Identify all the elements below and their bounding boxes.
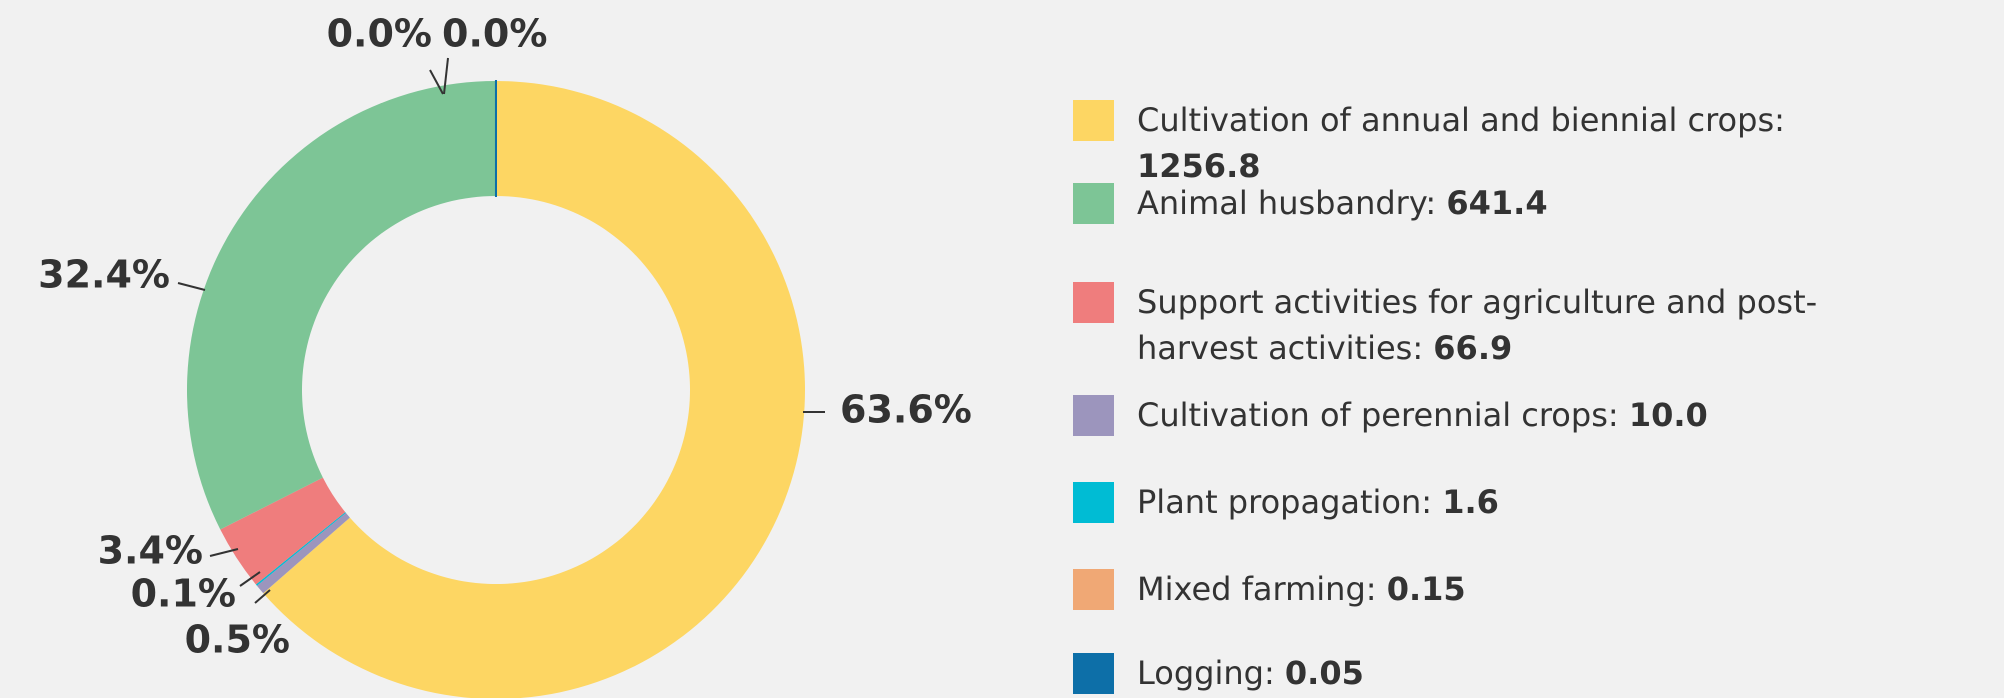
legend-item: Plant propagation: 1.6 bbox=[1073, 482, 1917, 525]
legend-value: 10.0 bbox=[1628, 396, 1708, 434]
donut-slice bbox=[256, 512, 350, 594]
percent-label: 63.6% bbox=[840, 388, 972, 432]
percent-label: 3.4% bbox=[98, 529, 203, 573]
legend-swatch bbox=[1073, 100, 1114, 141]
legend-item: Cultivation of perennial crops: 10.0 bbox=[1073, 395, 1917, 438]
donut-slice bbox=[263, 81, 805, 698]
legend-item: Support activities for agriculture and p… bbox=[1073, 282, 1917, 371]
legend-swatch bbox=[1073, 653, 1114, 694]
legend-label: Logging: bbox=[1137, 654, 1275, 692]
donut-slice bbox=[220, 477, 346, 585]
donut-slice bbox=[255, 512, 346, 586]
legend-item: Logging: 0.05 bbox=[1073, 653, 1917, 696]
legend-text: Cultivation of annual and biennial crops… bbox=[1137, 97, 1917, 189]
leader-line bbox=[177, 282, 206, 291]
legend-swatch bbox=[1073, 183, 1114, 224]
leader-line bbox=[254, 589, 271, 604]
legend-value: 0.15 bbox=[1386, 570, 1466, 608]
legend-value: 0.05 bbox=[1284, 654, 1364, 692]
leader-line bbox=[429, 69, 444, 95]
legend-text: Logging: 0.05 bbox=[1137, 650, 1917, 696]
percent-label: 32.4% bbox=[38, 253, 170, 297]
legend-label: Support activities for agriculture and p… bbox=[1137, 283, 1818, 367]
legend-swatch bbox=[1073, 282, 1114, 323]
donut-slice bbox=[186, 81, 496, 530]
percent-label: 0.0% bbox=[442, 12, 547, 56]
legend-text: Support activities for agriculture and p… bbox=[1137, 279, 1917, 371]
legend-value: 641.4 bbox=[1446, 184, 1548, 222]
percent-label: 0.1% bbox=[131, 572, 236, 616]
percent-label: 0.5% bbox=[185, 618, 290, 662]
legend-swatch bbox=[1073, 569, 1114, 610]
leader-line bbox=[239, 571, 261, 587]
legend-value: 1256.8 bbox=[1137, 147, 1261, 185]
legend-value: 66.9 bbox=[1433, 329, 1513, 367]
legend-label: Mixed farming: bbox=[1137, 570, 1377, 608]
legend-item: Mixed farming: 0.15 bbox=[1073, 569, 1917, 612]
legend-text: Cultivation of perennial crops: 10.0 bbox=[1137, 392, 1917, 438]
legend-text: Animal husbandry: 641.4 bbox=[1137, 180, 1917, 226]
leader-line bbox=[443, 57, 449, 95]
legend-label: Cultivation of perennial crops: bbox=[1137, 396, 1619, 434]
legend-label: Cultivation of annual and biennial crops… bbox=[1137, 101, 1785, 139]
legend-swatch bbox=[1073, 395, 1114, 436]
leader-line bbox=[209, 548, 239, 557]
legend-label: Plant propagation: bbox=[1137, 483, 1433, 521]
legend-text: Mixed farming: 0.15 bbox=[1137, 566, 1917, 612]
legend-label: Animal husbandry: bbox=[1137, 184, 1437, 222]
percent-label: 0.0% bbox=[327, 12, 432, 56]
legend-item: Animal husbandry: 641.4 bbox=[1073, 183, 1917, 226]
legend-swatch bbox=[1073, 482, 1114, 523]
legend-item: Cultivation of annual and biennial crops… bbox=[1073, 100, 1917, 189]
legend-value: 1.6 bbox=[1442, 483, 1499, 521]
legend-text: Plant propagation: 1.6 bbox=[1137, 479, 1917, 525]
